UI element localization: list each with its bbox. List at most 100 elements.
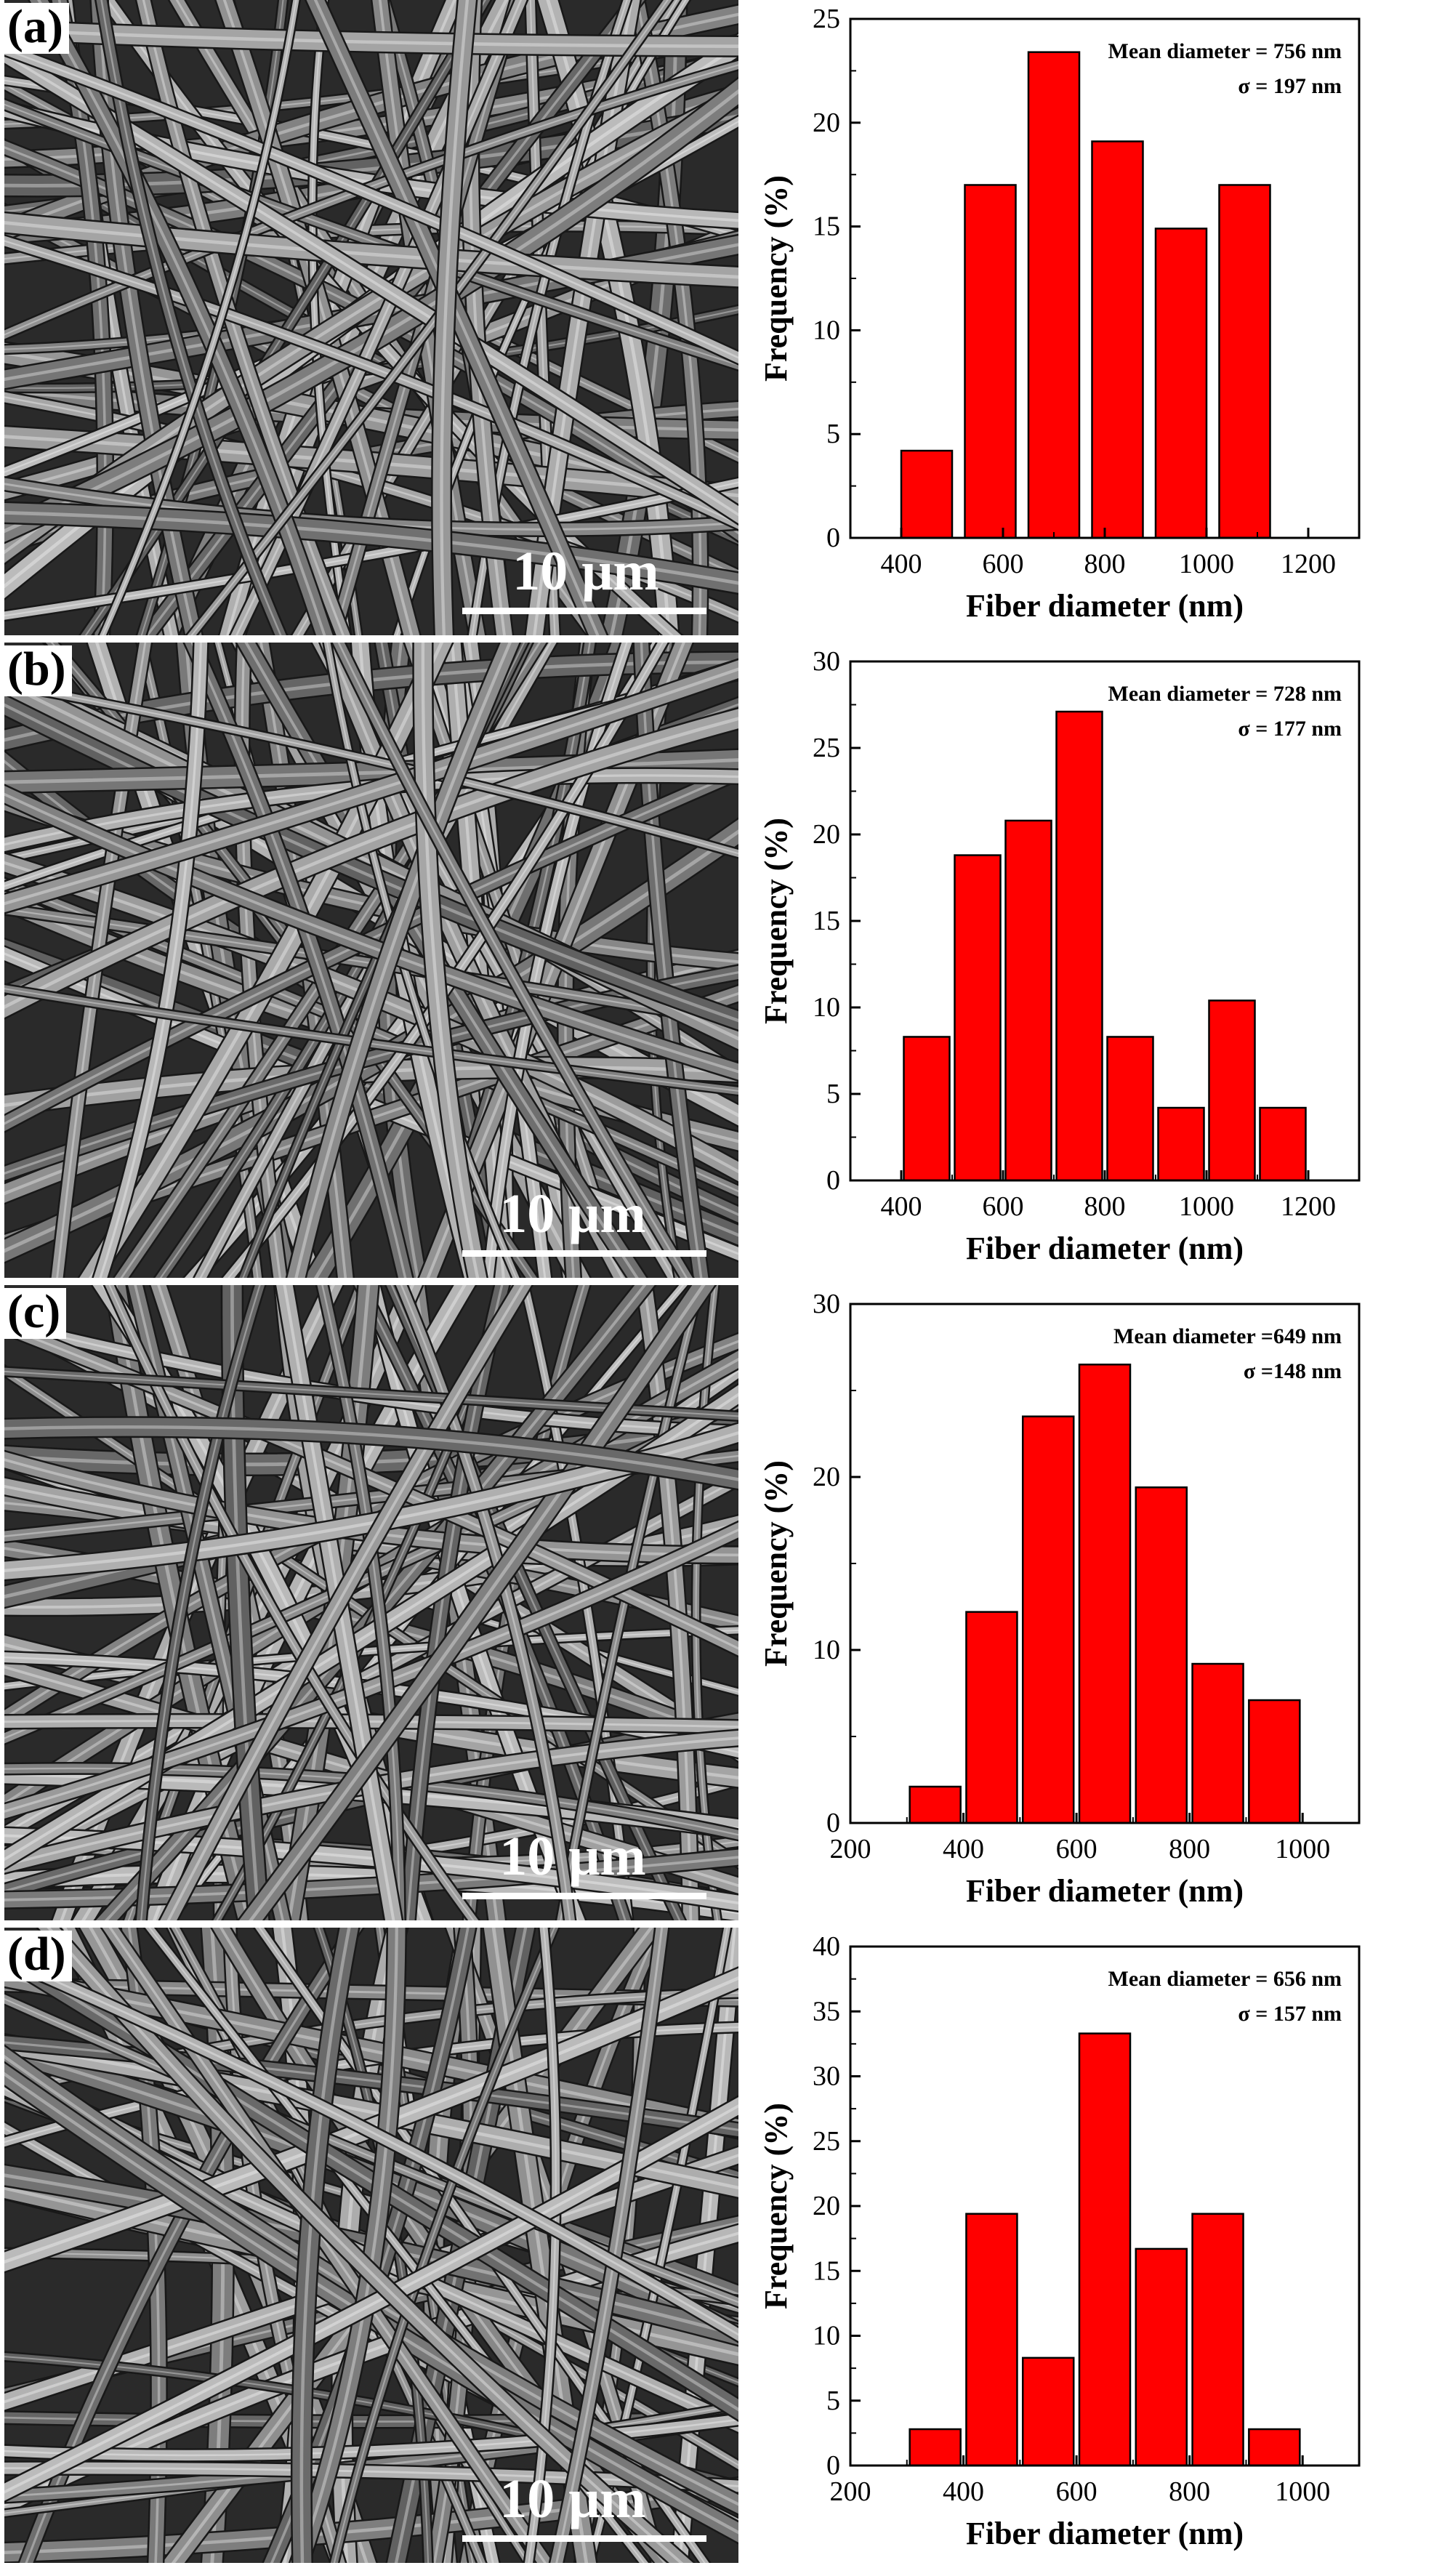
fiber	[4, 478, 738, 620]
fiber-highlight	[37, 0, 326, 635]
x-tick-label: 600	[983, 1191, 1024, 1222]
fiber	[317, 1285, 405, 1920]
fiber-highlight	[321, 1285, 400, 1920]
histogram-bar	[1208, 999, 1256, 1182]
fiber	[432, 0, 476, 635]
fiber	[4, 2462, 738, 2492]
fiber	[96, 0, 286, 635]
fiber	[4, 985, 738, 1095]
y-tick-label: 0	[826, 1165, 840, 1196]
histogram-bar	[1248, 2428, 1301, 2467]
fiber	[222, 1285, 269, 1920]
fiber	[145, 1928, 648, 2563]
histogram-bar	[900, 449, 954, 539]
fiber-highlight	[4, 683, 738, 855]
histogram-bar	[1191, 2213, 1244, 2467]
figure-row-c: (c) 10 μm 0 10 20 30 200 400 600 800 1000 Fiber d…	[0, 1285, 1434, 1925]
fiber-highlight	[4, 48, 738, 359]
fiber	[468, 0, 631, 635]
sem-image-d	[4, 1928, 738, 2563]
fiber	[4, 100, 738, 370]
histogram-a: 0 5 10 15 20 25 400 600 800 1000 1200 Fiber diamete…	[741, 0, 1434, 640]
fiber	[4, 1319, 738, 1656]
fiber-highlight	[400, 1285, 571, 1920]
fiber	[4, 1522, 738, 1819]
y-tick-label: 15	[813, 212, 840, 242]
fiber	[306, 0, 607, 635]
fiber-highlight	[4, 510, 738, 585]
fiber	[100, 0, 299, 635]
scale-bar-c	[462, 1893, 706, 1899]
fiber-highlight	[97, 0, 196, 635]
x-axis-title: Fiber diameter (nm)	[966, 2516, 1244, 2551]
fiber-highlight	[190, 643, 407, 1278]
fiber-highlight	[283, 1285, 395, 1920]
x-tick-label: 600	[1056, 2476, 1097, 2507]
mean-diameter-annotation: Mean diameter = 656 nm	[1108, 1967, 1342, 1991]
fiber	[4, 20, 738, 56]
histogram-bar	[1055, 710, 1103, 1182]
fiber-highlight	[4, 2467, 738, 2487]
panel-label-d: (d)	[4, 1931, 72, 1981]
x-axis-title: Fiber diameter (nm)	[966, 1231, 1244, 1266]
histogram-bar	[1259, 1106, 1307, 1182]
y-tick-label: 5	[826, 2386, 840, 2416]
y-tick-label: 40	[813, 1931, 840, 1962]
y-tick-label: 10	[813, 1635, 840, 1665]
mean-diameter-annotation: Mean diameter = 756 nm	[1108, 39, 1342, 63]
fiber	[4, 680, 738, 858]
fiber-highlight	[4, 240, 738, 525]
histogram-d: 0 5 10 15 20 25 30 35 40 200 400 600 800 1000 Fiber di…	[741, 1928, 1434, 2567]
sigma-annotation: σ = 157 nm	[1238, 2002, 1342, 2026]
y-tick-label: 15	[813, 2255, 840, 2286]
fiber	[4, 709, 738, 1018]
fiber-highlight	[4, 1997, 738, 2303]
sigma-annotation: σ =148 nm	[1244, 1359, 1342, 1383]
y-tick-label: 5	[826, 419, 840, 449]
x-tick-label: 200	[830, 1834, 871, 1864]
histogram-bar	[954, 854, 1002, 1182]
fiber-highlight	[4, 1325, 738, 1650]
y-tick-label: 25	[813, 2126, 840, 2157]
x-tick-label: 800	[1169, 1834, 1210, 1864]
fiber	[4, 2036, 738, 2137]
x-axis-title: Fiber diameter (nm)	[966, 588, 1244, 624]
histogram-bar	[1157, 1106, 1205, 1182]
fiber-highlight	[4, 28, 738, 48]
sem-image-c	[4, 1285, 738, 1920]
mean-diameter-annotation: Mean diameter =649 nm	[1113, 1324, 1342, 1348]
figure-row-a: (a) 10 μm 0 5 10 15 20 25 400 600 800 1000 1200 Fib…	[0, 0, 1434, 640]
fiber-highlight	[421, 643, 480, 1278]
fiber	[137, 0, 287, 635]
sigma-annotation: σ = 177 nm	[1238, 717, 1342, 741]
fiber	[4, 1367, 738, 1420]
fiber	[105, 1285, 479, 1920]
fiber-highlight	[4, 89, 738, 534]
fiber	[395, 1285, 575, 1920]
fiber-highlight	[313, 0, 600, 635]
x-tick-label: 1000	[1275, 1834, 1330, 1864]
fiber-highlight	[4, 103, 738, 366]
fiber-highlight	[4, 792, 738, 1074]
fiber	[4, 1849, 738, 1908]
histogram-bar	[903, 1036, 951, 1182]
fiber-highlight	[4, 1393, 738, 1861]
y-tick-label: 0	[826, 1808, 840, 1838]
x-tick-label: 600	[1056, 1834, 1097, 1864]
histogram-bar	[1091, 140, 1144, 539]
fiber	[4, 43, 738, 364]
fiber	[275, 1285, 402, 1920]
histogram-bar	[1218, 184, 1271, 539]
fiber	[91, 0, 202, 635]
sem-image-a	[4, 0, 738, 635]
y-tick-label: 25	[813, 4, 840, 34]
fiber	[4, 786, 738, 1080]
scale-bar-d	[462, 2535, 706, 2542]
sem-image-b	[4, 643, 738, 1278]
fiber-highlight	[4, 667, 738, 906]
histogram-bar	[965, 1611, 1018, 1824]
x-tick-label: 800	[1084, 1191, 1126, 1222]
y-tick-label: 25	[813, 733, 840, 763]
y-axis-title: Frequency (%)	[758, 1460, 794, 1667]
histogram-bar	[1154, 228, 1208, 539]
